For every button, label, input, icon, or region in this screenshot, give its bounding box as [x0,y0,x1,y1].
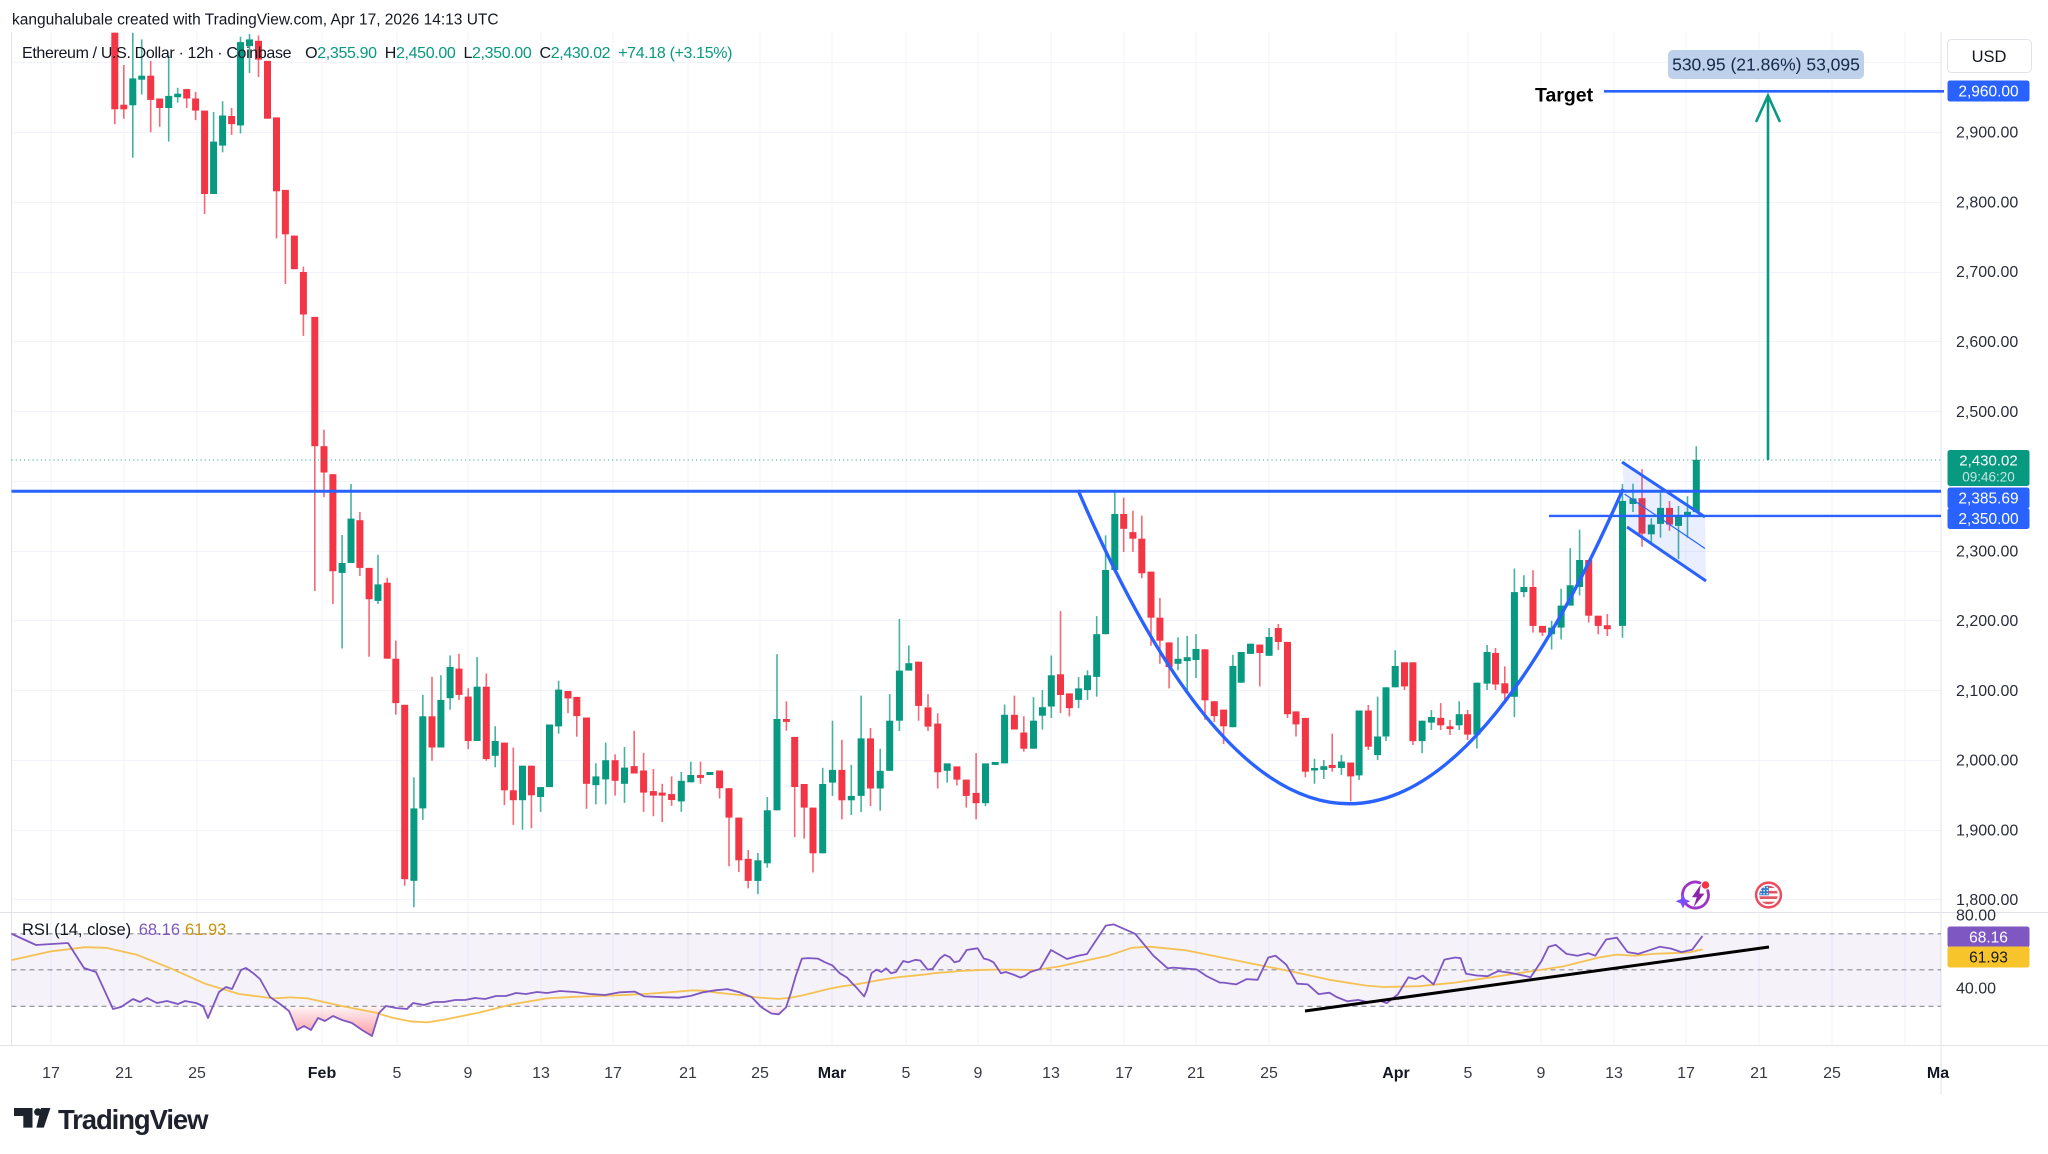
svg-text:21: 21 [1187,1065,1205,1082]
svg-text:2,600.00: 2,600.00 [1956,334,2018,351]
svg-text:Target: Target [1535,85,1594,107]
svg-text:9: 9 [464,1065,473,1082]
svg-text:9: 9 [1537,1065,1546,1082]
svg-text:Apr: Apr [1382,1065,1410,1082]
svg-text:17: 17 [42,1065,60,1082]
svg-text:Feb: Feb [308,1065,337,1082]
svg-text:2,500.00: 2,500.00 [1956,404,2018,421]
svg-text:2,100.00: 2,100.00 [1956,683,2018,700]
svg-text:68.16: 68.16 [1969,929,2008,946]
svg-text:kanguhalubale created with Tra: kanguhalubale created with TradingView.c… [12,12,499,29]
svg-text:530.95 (21.86%) 53,095: 530.95 (21.86%) 53,095 [1672,55,1860,75]
svg-text:5: 5 [902,1065,911,1082]
svg-text:1,800.00: 1,800.00 [1956,892,2018,909]
svg-text:13: 13 [532,1065,550,1082]
svg-text:21: 21 [679,1065,697,1082]
svg-text:2,960.00: 2,960.00 [1958,83,2019,100]
svg-text:USD: USD [1972,48,2007,66]
svg-text:2,700.00: 2,700.00 [1956,264,2018,281]
svg-text:25: 25 [1823,1065,1841,1082]
svg-text:17: 17 [1115,1065,1133,1082]
svg-text:2,200.00: 2,200.00 [1956,613,2018,630]
svg-text:1,900.00: 1,900.00 [1956,822,2018,839]
svg-text:25: 25 [751,1065,769,1082]
svg-text:61.93: 61.93 [1969,949,2008,966]
svg-text:17: 17 [604,1065,622,1082]
svg-text:TradingView: TradingView [58,1104,209,1135]
svg-text:13: 13 [1605,1065,1623,1082]
svg-text:2,300.00: 2,300.00 [1956,543,2018,560]
svg-text:2,800.00: 2,800.00 [1956,194,2018,211]
svg-text:21: 21 [115,1065,133,1082]
svg-text:9: 9 [974,1065,983,1082]
svg-text:13: 13 [1042,1065,1060,1082]
svg-text:Mar: Mar [818,1065,846,1082]
svg-text:25: 25 [188,1065,206,1082]
svg-text:80.00: 80.00 [1956,908,1996,925]
svg-text:2,385.69: 2,385.69 [1958,490,2018,507]
svg-text:21: 21 [1750,1065,1768,1082]
svg-text:2,000.00: 2,000.00 [1956,753,2018,770]
svg-text:2,900.00: 2,900.00 [1956,125,2018,142]
svg-text:09:46:20: 09:46:20 [1962,470,2015,485]
svg-text:25: 25 [1260,1065,1278,1082]
svg-text:5: 5 [1464,1065,1473,1082]
svg-text:2,430.02: 2,430.02 [1959,453,2017,470]
svg-text:Ma: Ma [1927,1065,1949,1082]
svg-text:40.00: 40.00 [1956,981,1996,998]
svg-text:17: 17 [1677,1065,1695,1082]
svg-text:5: 5 [393,1065,402,1082]
svg-text:2,350.00: 2,350.00 [1958,511,2019,528]
